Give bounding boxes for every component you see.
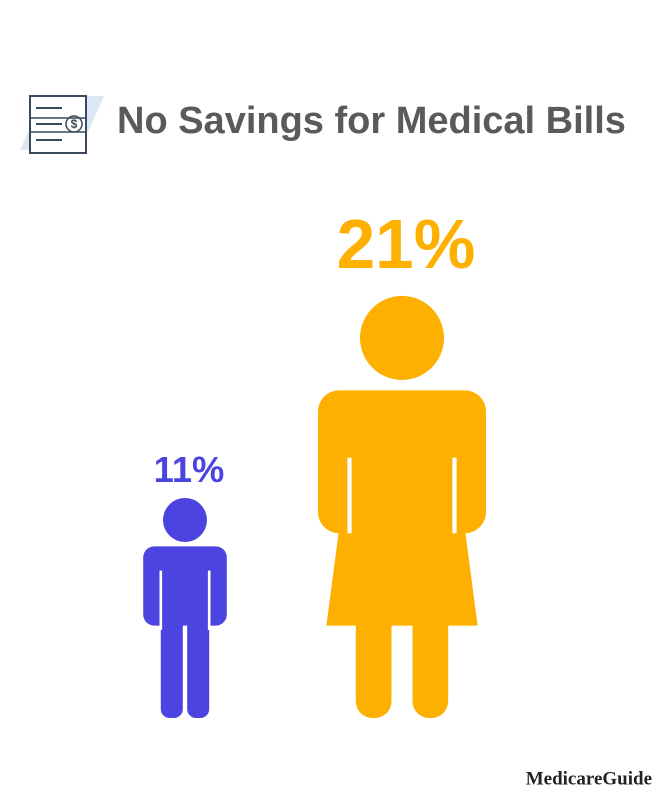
- chart-title: No Savings for Medical Bills: [117, 100, 626, 142]
- svg-text:$: $: [71, 117, 78, 131]
- head: [163, 498, 207, 542]
- leg: [160, 612, 183, 718]
- leg: [187, 612, 210, 718]
- torso: [143, 546, 227, 626]
- bill-icon: $: [20, 95, 104, 154]
- value-label: 11%: [154, 449, 225, 490]
- leg: [355, 608, 392, 718]
- leg: [412, 608, 449, 718]
- head: [360, 295, 444, 380]
- figure: [143, 498, 227, 718]
- value-label: 21%: [337, 205, 476, 283]
- figure: [318, 295, 486, 718]
- source-logo: MedicareGuide: [526, 768, 652, 789]
- skirt: [326, 466, 478, 626]
